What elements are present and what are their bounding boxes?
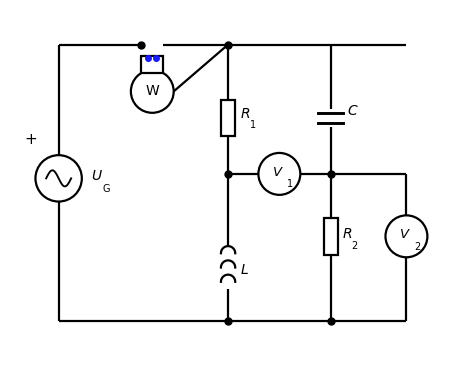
Text: R: R [241, 107, 250, 121]
Text: L: L [241, 263, 248, 277]
Circle shape [36, 155, 82, 202]
Text: 2: 2 [414, 242, 421, 252]
Bar [323, 218, 338, 255]
Text: 2: 2 [351, 241, 357, 251]
Circle shape [385, 215, 428, 257]
Circle shape [258, 153, 301, 195]
Text: 1: 1 [287, 179, 293, 189]
Text: V: V [273, 166, 282, 179]
Circle shape [131, 70, 173, 113]
Text: C: C [347, 105, 357, 119]
Bar [221, 100, 235, 136]
Text: U: U [91, 169, 101, 183]
Text: V: V [400, 228, 409, 241]
Text: G: G [102, 184, 110, 194]
Bar [141, 56, 164, 73]
Text: 1: 1 [250, 121, 256, 130]
Text: W: W [146, 85, 159, 99]
Text: R: R [342, 227, 352, 241]
Text: +: + [25, 132, 37, 147]
